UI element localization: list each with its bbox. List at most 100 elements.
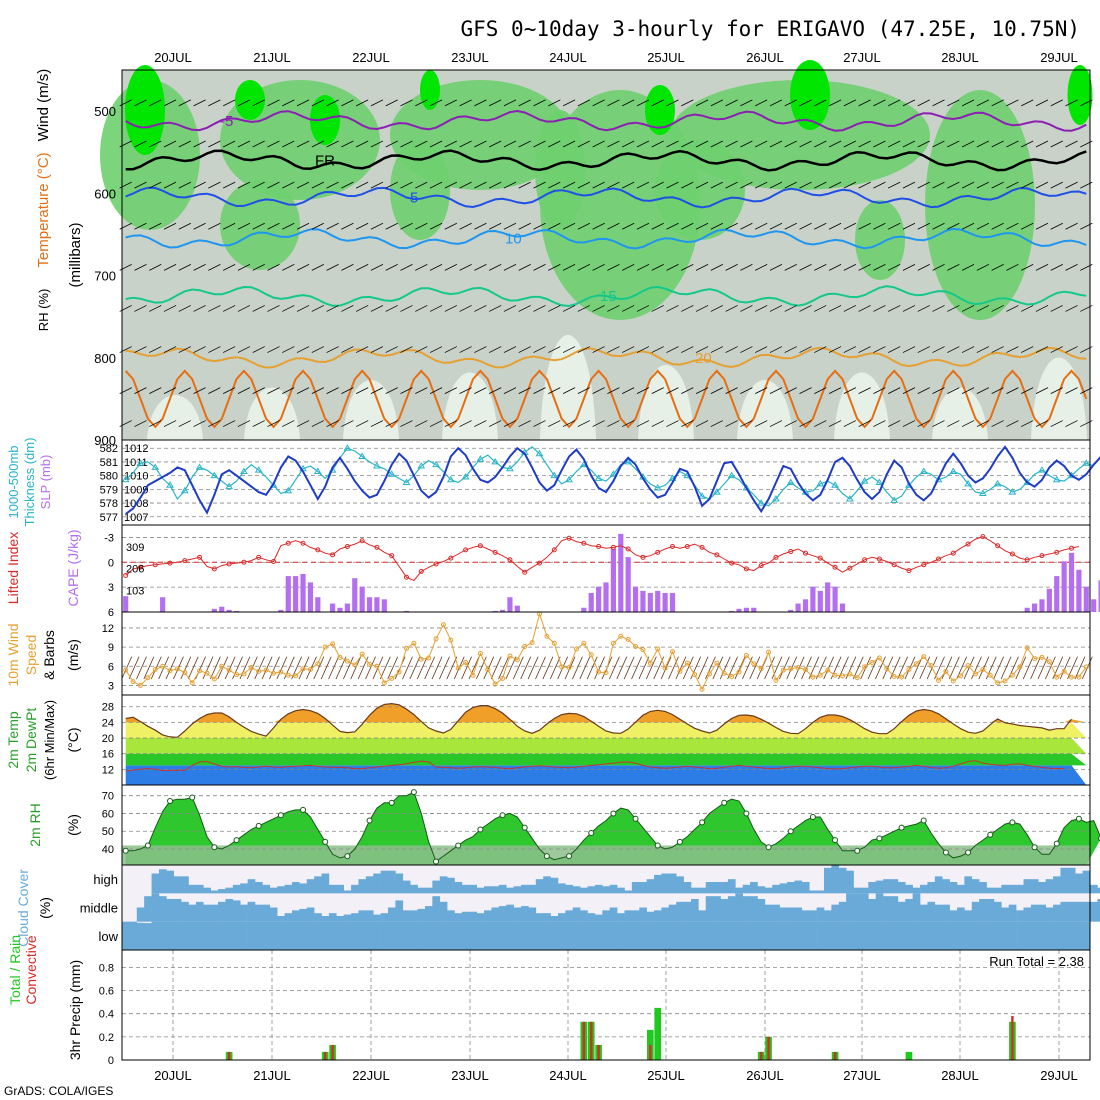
cloud-bar-low bbox=[491, 921, 500, 950]
wind-barb bbox=[355, 305, 369, 312]
cloud-bar-low bbox=[905, 921, 913, 950]
precip-frame bbox=[121, 949, 1091, 1061]
wind-barb bbox=[961, 181, 975, 189]
cloud-bar-middle bbox=[506, 904, 514, 922]
lifted-index-marker bbox=[936, 556, 942, 562]
cloud-bar-low bbox=[846, 921, 854, 950]
wind-barb bbox=[609, 656, 620, 680]
lifted-index-marker bbox=[1069, 545, 1075, 551]
wind-barb bbox=[341, 222, 354, 230]
wind-barb bbox=[341, 140, 354, 148]
cloud-bar-low bbox=[868, 921, 877, 950]
cloud-bar-high bbox=[942, 879, 950, 894]
ylabel-2m-temp: 2m Temp bbox=[5, 711, 21, 769]
cloud-bar-middle bbox=[306, 907, 315, 922]
wind-barb bbox=[828, 387, 842, 395]
wind-barb bbox=[607, 387, 620, 395]
lifted-index-marker bbox=[640, 554, 646, 560]
temp-tick-label: 16 bbox=[102, 749, 114, 761]
cloud-bar-high bbox=[698, 887, 707, 894]
wind-barb bbox=[858, 346, 871, 353]
lifted-index-marker bbox=[684, 544, 690, 550]
lifted-index-marker bbox=[137, 564, 143, 570]
wind-barb bbox=[488, 181, 502, 189]
cloud-bar-high bbox=[173, 876, 182, 894]
cloud-bar-middle bbox=[949, 910, 958, 922]
wind-barb bbox=[415, 181, 428, 189]
wind-speed-marker bbox=[773, 677, 779, 683]
wind-speed-marker bbox=[795, 665, 801, 671]
cloud-bar-high bbox=[195, 884, 204, 894]
wind-barb bbox=[961, 99, 975, 107]
cloud-bar-low bbox=[705, 921, 714, 950]
slp-line bbox=[125, 445, 1100, 515]
cloud-bar-middle bbox=[166, 899, 175, 922]
wind-barb bbox=[666, 263, 679, 271]
date-label-top: 22JUL bbox=[352, 50, 390, 65]
wind-barb bbox=[503, 222, 517, 230]
wind-barb bbox=[208, 305, 221, 312]
wind-speed-marker bbox=[426, 655, 432, 661]
rh-dry-area bbox=[834, 372, 890, 440]
cape-bar bbox=[736, 608, 742, 612]
wind-barb bbox=[621, 140, 635, 148]
wind-barb bbox=[991, 140, 1004, 148]
cloud-bar-high bbox=[1030, 879, 1039, 894]
wind-barb bbox=[134, 387, 147, 395]
cloud-bar-low bbox=[232, 921, 241, 950]
cloud-bar-high bbox=[557, 883, 566, 894]
cloud-bar-high bbox=[631, 882, 640, 894]
cloud-bar-low bbox=[218, 921, 226, 950]
thickness-marker bbox=[506, 464, 514, 472]
lifted-index-marker bbox=[743, 566, 749, 572]
cloud-bar-middle bbox=[521, 906, 529, 922]
cloud-bar-low bbox=[794, 921, 803, 950]
rh-dry-area bbox=[932, 387, 988, 440]
ylabel-wind-units-line: (m/s) bbox=[65, 639, 81, 671]
thickness-marker bbox=[476, 455, 485, 462]
cape-bar bbox=[632, 586, 639, 612]
wind-barb bbox=[695, 222, 709, 230]
wind-barb bbox=[594, 656, 605, 680]
wind-barb bbox=[335, 656, 347, 680]
wind-barb bbox=[941, 656, 953, 680]
wind-barb bbox=[769, 99, 783, 107]
rh-moist-area bbox=[925, 90, 1035, 320]
cloud-bar-middle bbox=[195, 901, 204, 922]
cloud-bar-middle bbox=[299, 908, 308, 922]
wind-barb bbox=[311, 387, 324, 395]
cloud-bar-high bbox=[956, 884, 965, 894]
wind-barb bbox=[1006, 222, 1019, 230]
wind-barb bbox=[1006, 420, 1019, 427]
rh-marker bbox=[654, 842, 661, 849]
lifted-index-marker bbox=[714, 552, 720, 558]
wind-barb bbox=[370, 99, 384, 107]
wind-barb bbox=[237, 222, 251, 230]
li-tick-label: 3 bbox=[108, 582, 114, 594]
wind-barb bbox=[446, 656, 458, 680]
wind-barb bbox=[592, 263, 605, 271]
cloud-bar-low bbox=[683, 921, 692, 950]
wind-barb bbox=[548, 387, 561, 395]
wind-barb bbox=[282, 346, 295, 353]
cloud-bar-low bbox=[469, 921, 477, 950]
wind-barb bbox=[754, 420, 768, 427]
rh-marker bbox=[920, 817, 927, 824]
wind-barb bbox=[681, 305, 694, 312]
rh-marker bbox=[632, 815, 639, 822]
cape-bar bbox=[581, 607, 587, 612]
wind-barb bbox=[1050, 222, 1063, 230]
wind-barb bbox=[769, 263, 783, 271]
cloud-bar-high bbox=[572, 886, 581, 894]
cloud-bar-low bbox=[750, 921, 758, 950]
thickness-marker bbox=[1082, 459, 1091, 466]
wind-barb bbox=[621, 181, 635, 189]
cloud-bar-low bbox=[676, 921, 684, 950]
cloud-bar-high bbox=[764, 887, 773, 894]
cape-bar bbox=[810, 586, 816, 612]
wind-barb bbox=[740, 420, 753, 427]
temp-tick-label: 12 bbox=[102, 764, 114, 776]
wind-barb bbox=[178, 387, 191, 395]
rh-marker bbox=[477, 826, 484, 833]
lifted-index-marker bbox=[344, 544, 350, 550]
